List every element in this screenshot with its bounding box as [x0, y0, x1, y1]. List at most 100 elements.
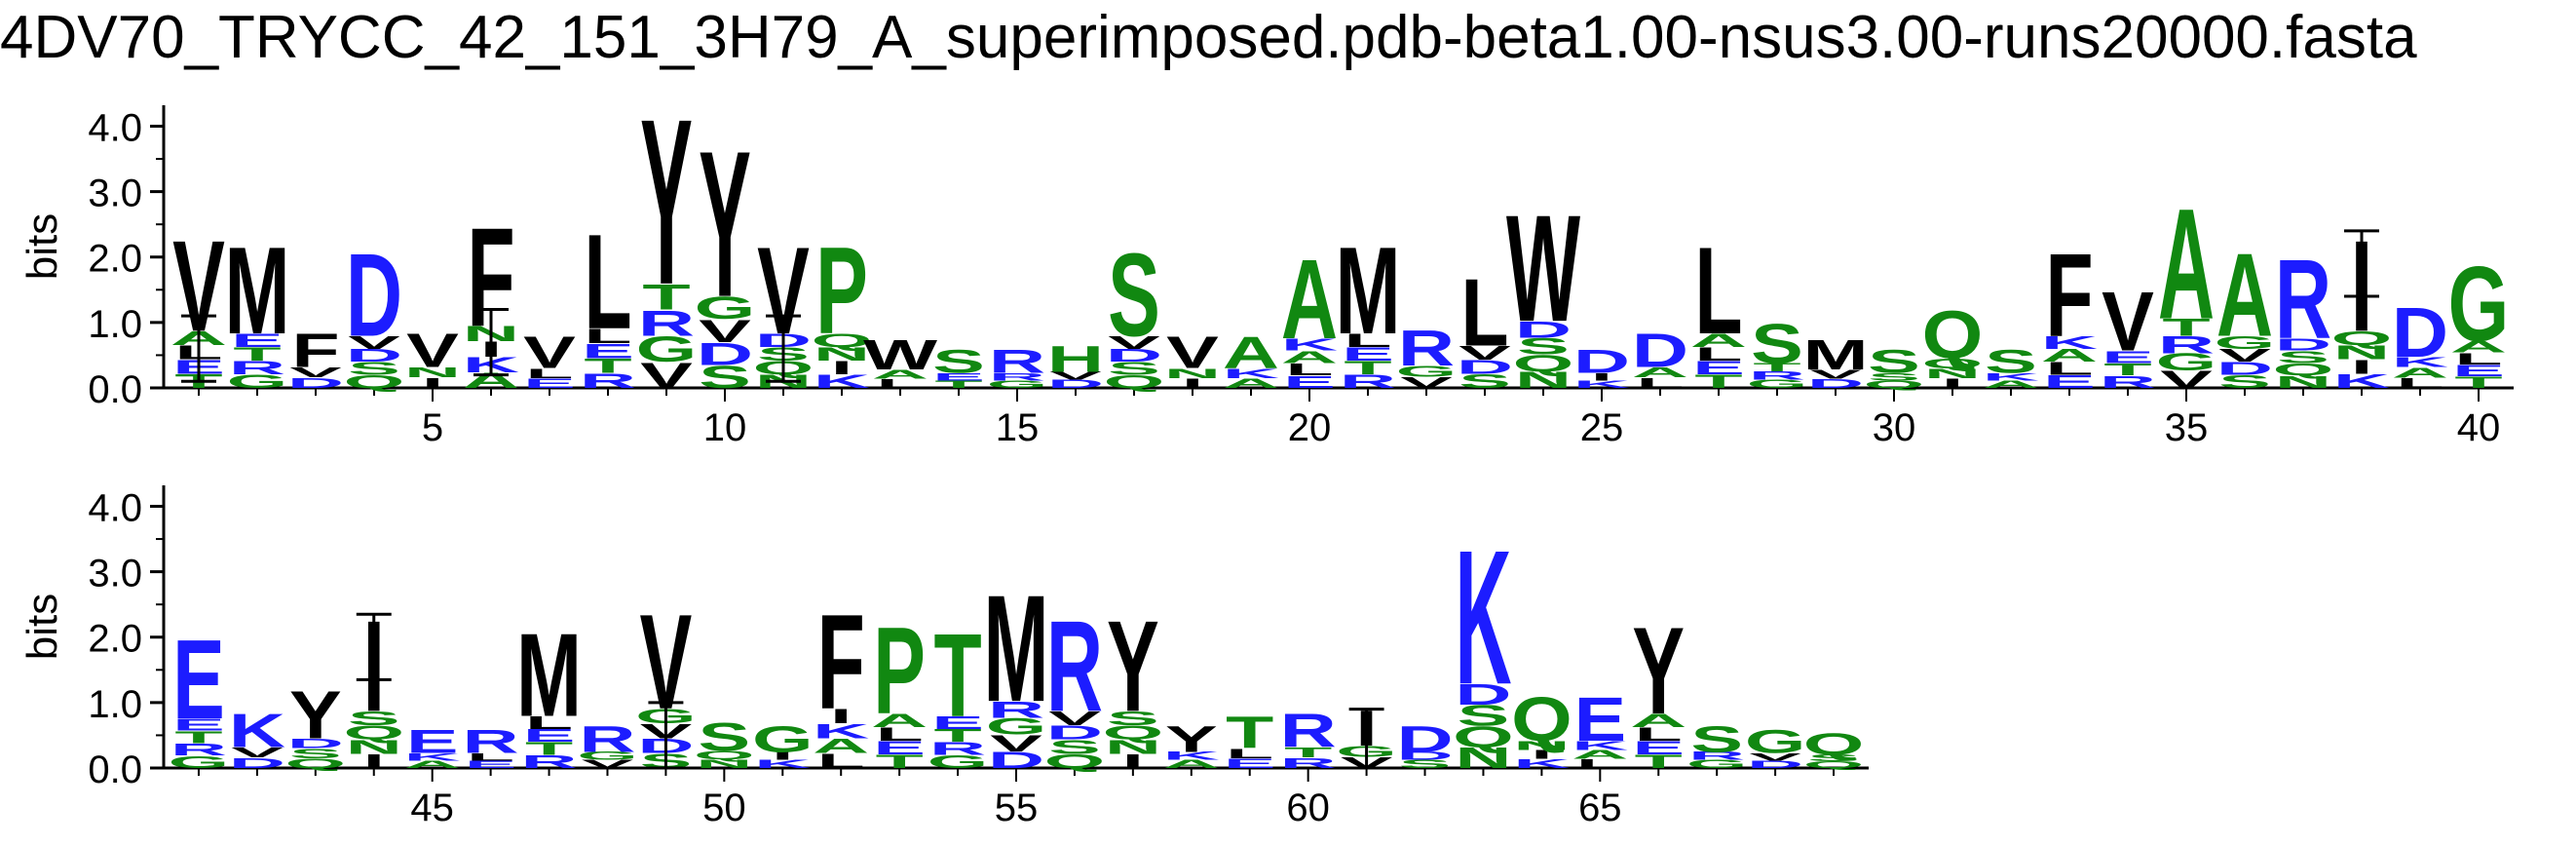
logo-letter-minor: L: [2045, 359, 2093, 379]
logo-letter-minor: L: [525, 712, 573, 733]
x-tick-label: 25: [1580, 406, 1624, 449]
logo-letter-minor: K: [404, 751, 461, 763]
logo-letter-minor: G: [987, 379, 1048, 391]
logo-letter-minor: G: [1686, 758, 1748, 771]
y-tick-label: 1.0: [88, 683, 142, 726]
logo-letter-minor: L: [817, 749, 865, 772]
logo-letter-minor: E: [1224, 755, 1276, 771]
logo-letter-G: G: [2448, 245, 2510, 364]
logo-letter-minor: E: [2102, 348, 2154, 367]
logo-letter-D: D: [346, 229, 402, 362]
logo-letter-R: R: [1398, 321, 1455, 377]
logo-letter-R: R: [2275, 238, 2331, 364]
logo-letter-minor: K: [814, 371, 870, 393]
x-tick-label: 60: [1286, 787, 1330, 829]
logo-letter-minor: E: [582, 340, 634, 363]
logo-letter-minor: I: [1531, 748, 1552, 761]
y-tick-label: 2.0: [88, 238, 142, 281]
logo-letter-Y: Y: [1107, 595, 1159, 740]
logo-letter-minor: L: [2454, 350, 2502, 368]
logo-letter-minor: I: [1122, 750, 1144, 773]
logo-letter-E: E: [406, 723, 459, 761]
logo-letter-Q: Q: [1922, 297, 1984, 373]
y-tick-label: 4.0: [88, 486, 142, 529]
logo-letter-minor: G: [928, 751, 989, 772]
logo-letter-minor: V: [2218, 346, 2271, 366]
logo-letter-minor: K: [813, 720, 869, 743]
logo-letter-minor: V: [1400, 374, 1453, 392]
logo-letter-minor: R: [1280, 755, 1337, 772]
y-axis-label: bits: [19, 594, 66, 660]
logo-letter-S: S: [1751, 313, 1803, 375]
y-axis-label: bits: [19, 213, 66, 280]
logo-letter-minor: L: [876, 724, 924, 746]
logo-letter-D: D: [1573, 343, 1630, 381]
logo-letter-M: M: [1802, 330, 1868, 378]
logo-letter-minor: A: [2041, 346, 2098, 366]
logo-letter-minor: A: [871, 711, 928, 732]
logo-letter-minor: R: [989, 371, 1045, 383]
logo-letter-minor: I: [1591, 371, 1612, 383]
logo-letter-minor: S: [1458, 370, 1511, 392]
logo-letter-minor: L: [1635, 724, 1683, 746]
logo-letter-minor: Q: [285, 755, 347, 771]
logo-letter-minor: E: [523, 726, 576, 747]
logo-letter-minor: R: [520, 751, 577, 772]
logo-letter-minor: Q: [1803, 759, 1865, 770]
logo-letter-minor: D: [2275, 335, 2331, 355]
logo-letter-E: E: [172, 618, 225, 744]
logo-letter-minor: A: [1632, 365, 1688, 381]
logo-letter-minor: N: [1164, 365, 1221, 381]
logo-letter-minor: L: [2396, 375, 2443, 391]
y-tick-label: 3.0: [88, 553, 142, 595]
logo-letter-minor: S: [348, 359, 400, 379]
logo-letter-minor: K: [1573, 379, 1630, 391]
logo-letter-minor: E: [932, 371, 985, 383]
logo-letter-Y: Y: [640, 70, 693, 334]
logo-letter-S: S: [1985, 343, 2037, 381]
logo-letter-minor: E: [873, 738, 926, 759]
logo-letter-minor: T: [2162, 314, 2210, 341]
y-tick-label: 2.0: [88, 618, 142, 661]
logo-letter-F: F: [817, 587, 865, 738]
logo-letter-minor: V: [1049, 370, 1102, 383]
logo-letter-minor: Q: [1922, 356, 1984, 371]
logo-letter-minor: V: [582, 758, 634, 771]
logo-letter-minor: A: [404, 759, 461, 771]
logo-letter-M: M: [983, 565, 1048, 734]
logo-letter-minor: K: [1983, 371, 2039, 383]
logo-letter-minor: A: [1163, 758, 1220, 771]
logo-letter-minor: A: [1983, 379, 2039, 391]
logo-letter-minor: R: [170, 740, 227, 759]
logo-letter-minor: Q: [1453, 720, 1514, 753]
logo-letter-minor: N: [1924, 365, 1981, 381]
logo-letter-A: A: [1223, 327, 1279, 377]
logo-letter-K: K: [229, 705, 285, 758]
logo-letter-T: T: [933, 609, 981, 742]
logo-letter-minor: Q: [1103, 722, 1164, 745]
logo-letter-Y: Y: [699, 109, 751, 341]
logo-letter-minor: E: [1342, 344, 1394, 365]
y-tick-label: 0.0: [88, 368, 142, 411]
logo-letter-minor: N: [2333, 342, 2390, 365]
logo-letter-D: D: [1396, 719, 1453, 760]
logo-letter-minor: D: [287, 375, 344, 392]
logo-letter-minor: E: [931, 712, 984, 733]
logo-letter-minor: D: [229, 755, 285, 772]
logo-letter-S: S: [1868, 343, 1920, 381]
logo-letter-W: W: [863, 330, 937, 378]
logo-letter-S: S: [699, 715, 751, 759]
logo-letter-G: G: [752, 719, 814, 760]
logo-letter-minor: T: [1635, 751, 1683, 773]
logo-letter-minor: Q: [2273, 360, 2334, 379]
x-tick-label: 5: [422, 406, 443, 449]
logo-letter-minor: N: [1515, 366, 1572, 393]
logo-letter-minor: D: [988, 747, 1044, 773]
logo-letter-minor: E: [172, 715, 225, 735]
logo-letter-minor: S: [1048, 736, 1101, 758]
logo-letter-minor: K: [1163, 749, 1220, 762]
logo-letter-minor: G: [2215, 332, 2276, 353]
logo-letter-minor: I: [2351, 356, 2372, 378]
logo-letter-minor: A: [1223, 376, 1279, 392]
